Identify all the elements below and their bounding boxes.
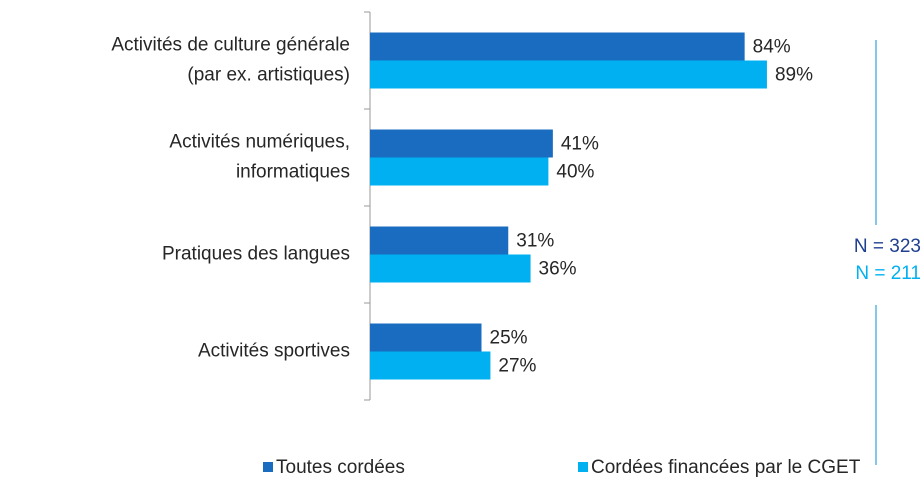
annotation: N = 211 xyxy=(855,263,921,284)
annotation: N = 323 xyxy=(854,236,921,257)
category-label: Activités numériques, xyxy=(169,132,350,153)
legend-label: Cordées financées par le CGET xyxy=(591,457,861,478)
value-label: 89% xyxy=(775,65,813,86)
value-label: 40% xyxy=(556,162,594,183)
bar xyxy=(370,157,549,186)
bar xyxy=(370,323,482,352)
category-label: informatiques xyxy=(236,162,350,183)
legend-swatch xyxy=(263,462,273,472)
value-label: 27% xyxy=(498,356,536,377)
bar xyxy=(370,32,745,61)
bar xyxy=(370,129,553,158)
category-label: Pratiques des langues xyxy=(162,244,350,265)
category-label: Activités de culture générale xyxy=(111,35,350,56)
bar xyxy=(370,60,767,89)
legend-label: Toutes cordées xyxy=(276,457,405,478)
bar xyxy=(370,254,531,283)
value-label: 84% xyxy=(753,37,791,58)
category-label: (par ex. artistiques) xyxy=(187,65,350,86)
bar xyxy=(370,226,509,255)
value-label: 31% xyxy=(516,231,554,252)
legend-swatch xyxy=(578,462,588,472)
category-label: Activités sportives xyxy=(198,341,350,362)
value-label: 41% xyxy=(561,134,599,155)
value-label: 36% xyxy=(539,259,577,280)
bar xyxy=(370,351,491,380)
value-label: 25% xyxy=(490,328,528,349)
